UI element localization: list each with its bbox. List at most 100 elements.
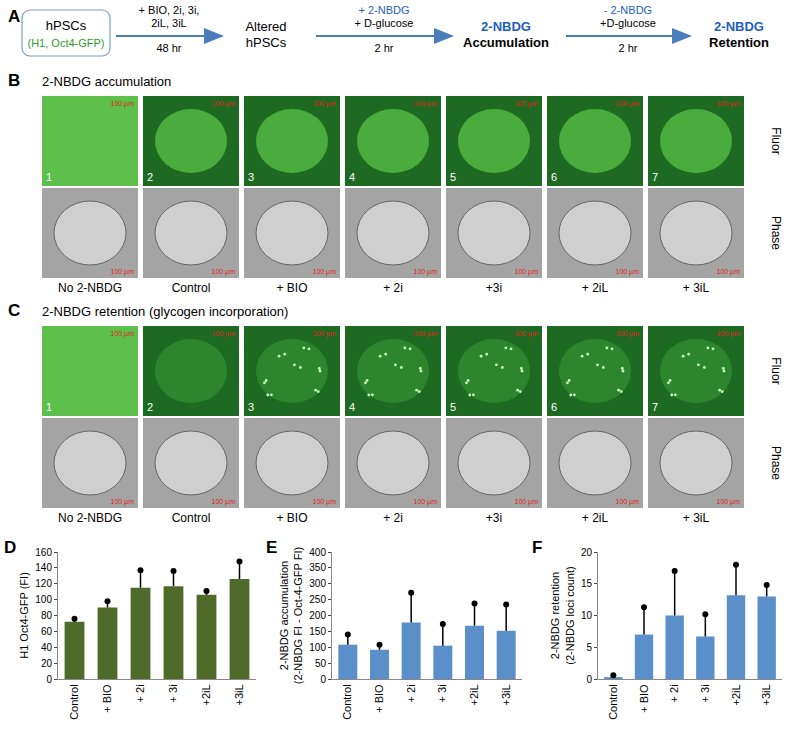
svg-text:4: 4	[349, 171, 355, 183]
svg-text:H1 Oct4-GFP (FI): H1 Oct4-GFP (FI)	[18, 572, 30, 659]
svg-text:2: 2	[147, 401, 153, 413]
svg-text:100 µm: 100 µm	[313, 330, 337, 338]
svg-text:1: 1	[46, 171, 52, 183]
svg-text:B: B	[8, 71, 20, 90]
svg-text:+ 2i: + 2i	[668, 684, 680, 702]
svg-text:100 µm: 100 µm	[616, 498, 640, 506]
svg-text:48 hr: 48 hr	[156, 42, 181, 54]
svg-text:+ BIO: + BIO	[373, 684, 385, 713]
svg-text:100 µm: 100 µm	[616, 330, 640, 338]
svg-text:+ 3i: + 3i	[699, 684, 711, 702]
svg-text:100 µm: 100 µm	[717, 100, 741, 108]
svg-text:7: 7	[652, 171, 658, 183]
svg-text:3: 3	[248, 401, 254, 413]
svg-text:0: 0	[320, 674, 326, 685]
svg-text:100: 100	[35, 594, 52, 605]
svg-text:100 µm: 100 µm	[515, 330, 539, 338]
svg-text:+2iL: +2iL	[468, 684, 480, 705]
svg-text:6: 6	[551, 401, 557, 413]
svg-text:400: 400	[309, 547, 326, 558]
svg-text:+ 2iL: + 2iL	[582, 511, 609, 525]
svg-text:100 µm: 100 µm	[717, 498, 741, 506]
svg-text:3: 3	[248, 171, 254, 183]
svg-text:Accumulation: Accumulation	[463, 35, 549, 50]
svg-text:Fluor: Fluor	[769, 357, 783, 384]
svg-text:Phase: Phase	[769, 446, 783, 480]
svg-text:+3i: +3i	[486, 511, 502, 525]
svg-text:Altered: Altered	[245, 19, 286, 34]
svg-text:100 µm: 100 µm	[414, 498, 438, 506]
svg-text:5: 5	[586, 642, 592, 653]
svg-text:+ BIO: + BIO	[276, 511, 307, 525]
svg-text:100 µm: 100 µm	[414, 100, 438, 108]
svg-text:2 hr: 2 hr	[619, 42, 638, 54]
svg-text:(H1, Oct4-GFP): (H1, Oct4-GFP)	[27, 37, 104, 49]
svg-text:Fluor: Fluor	[769, 127, 783, 154]
svg-text:100 µm: 100 µm	[212, 498, 236, 506]
svg-text:40: 40	[41, 642, 53, 653]
svg-text:10: 10	[581, 610, 593, 621]
svg-text:Control: Control	[341, 684, 353, 719]
svg-text:+ D-glucose: + D-glucose	[354, 17, 413, 29]
svg-text:+ 3i: + 3i	[167, 684, 179, 702]
svg-text:2 hr: 2 hr	[375, 42, 394, 54]
svg-text:100 µm: 100 µm	[212, 330, 236, 338]
svg-text:100 µm: 100 µm	[515, 498, 539, 506]
svg-text:2-NBDG retention(2-NBDG loci c: 2-NBDG retention(2-NBDG loci count)	[549, 566, 575, 664]
svg-text:+ BIO: + BIO	[276, 281, 307, 295]
svg-text:+2iL: +2iL	[730, 684, 742, 705]
svg-text:+3i: +3i	[486, 281, 502, 295]
svg-text:+D-glucose: +D-glucose	[600, 17, 656, 29]
svg-text:50: 50	[315, 658, 327, 669]
svg-text:+ BIO: + BIO	[638, 684, 650, 713]
svg-text:100 µm: 100 µm	[515, 100, 539, 108]
svg-text:No 2-NBDG: No 2-NBDG	[58, 281, 122, 295]
svg-text:0: 0	[46, 674, 52, 685]
svg-text:100 µm: 100 µm	[414, 268, 438, 276]
svg-text:15: 15	[581, 578, 593, 589]
svg-text:140: 140	[35, 562, 52, 573]
svg-text:2-NBDG accumulation: 2-NBDG accumulation	[42, 74, 171, 89]
svg-text:100 µm: 100 µm	[616, 100, 640, 108]
svg-text:Control: Control	[607, 684, 619, 719]
svg-text:100 µm: 100 µm	[313, 100, 337, 108]
svg-text:250: 250	[309, 594, 326, 605]
svg-text:200: 200	[309, 610, 326, 621]
svg-text:4: 4	[349, 401, 355, 413]
svg-text:+ 3iL: + 3iL	[683, 281, 710, 295]
svg-text:+2iL: +2iL	[200, 684, 212, 705]
svg-text:+ BIO, 2i, 3i,: + BIO, 2i, 3i,	[139, 4, 200, 16]
svg-text:A: A	[8, 7, 20, 26]
svg-text:+ 3iL: + 3iL	[683, 511, 710, 525]
svg-text:+ 2i: + 2i	[383, 281, 403, 295]
svg-text:150: 150	[309, 626, 326, 637]
svg-text:hPSCs: hPSCs	[46, 18, 87, 33]
svg-text:5: 5	[450, 171, 456, 183]
svg-text:80: 80	[41, 610, 53, 621]
svg-text:6: 6	[551, 171, 557, 183]
svg-text:+ 2i: + 2i	[383, 511, 403, 525]
svg-text:+ 2i: + 2i	[134, 684, 146, 702]
svg-text:100 µm: 100 µm	[515, 268, 539, 276]
svg-text:5: 5	[450, 401, 456, 413]
svg-text:0: 0	[586, 674, 592, 685]
svg-text:Control: Control	[172, 511, 211, 525]
svg-text:100: 100	[309, 642, 326, 653]
svg-text:+ 2i: + 2i	[405, 684, 417, 702]
svg-text:2-NBDG: 2-NBDG	[714, 19, 764, 34]
svg-text:60: 60	[41, 626, 53, 637]
svg-text:Control: Control	[172, 281, 211, 295]
svg-text:300: 300	[309, 578, 326, 589]
svg-text:2iL, 3iL: 2iL, 3iL	[151, 17, 186, 29]
svg-text:100 µm: 100 µm	[212, 268, 236, 276]
svg-text:100 µm: 100 µm	[616, 268, 640, 276]
svg-text:Phase: Phase	[769, 216, 783, 250]
svg-text:100 µm: 100 µm	[313, 498, 337, 506]
svg-text:2-NBDG: 2-NBDG	[481, 19, 531, 34]
svg-text:100 µm: 100 µm	[212, 100, 236, 108]
svg-text:1: 1	[46, 401, 52, 413]
svg-text:160: 160	[35, 547, 52, 558]
svg-text:20: 20	[41, 658, 53, 669]
svg-text:+ 3i: + 3i	[436, 684, 448, 702]
svg-text:+3iL: +3iL	[233, 684, 245, 705]
